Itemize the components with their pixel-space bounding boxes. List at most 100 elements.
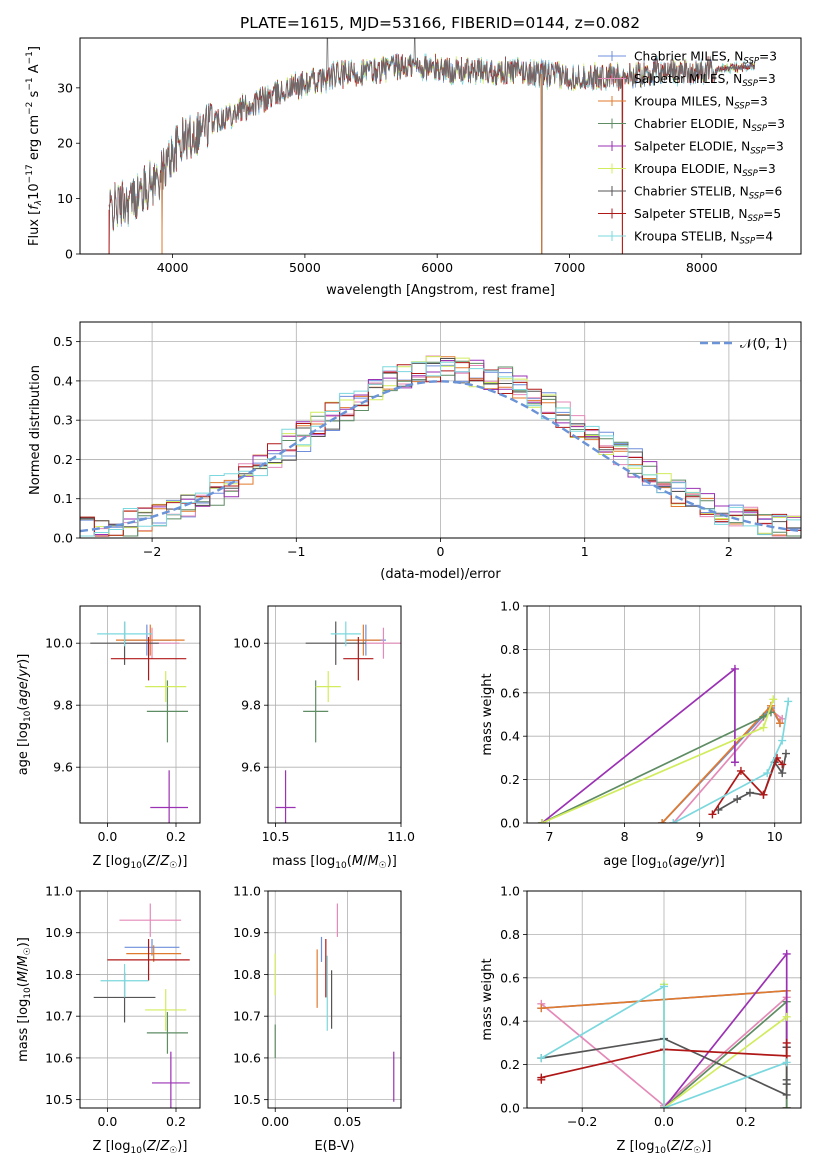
errorbar-point <box>107 938 190 981</box>
series-marker <box>660 982 668 991</box>
errorbar-point <box>146 680 188 743</box>
legend-entry: Kroupa ELODIE, NSSP=3 <box>634 162 776 179</box>
y-tick-label: 0.5 <box>53 334 73 349</box>
axes-layer: −0.2 0.0 0.2 0.0 0.2 0.4 0.6 0.8 1.0 Z [log10(Z/Z… <box>480 884 802 1156</box>
series-marker <box>759 712 768 721</box>
x-tick-label: −1 <box>287 544 305 559</box>
y-axis-label: mass weight <box>480 673 495 755</box>
series-marker <box>669 819 678 823</box>
legend-entry: Salpeter STELIB, NSSP=5 <box>634 207 781 224</box>
y-tick-label: 0.4 <box>500 1014 520 1029</box>
panel-massweight_vs_age: 7 8 9 10 0.0 0.2 0.4 0.6 0.8 1.0 age [log10(age/yr… <box>480 599 802 871</box>
y-tick-label: 0.1 <box>53 491 73 506</box>
y-tick-label: 0 <box>65 247 73 262</box>
y-tick-label: 10.6 <box>233 1050 261 1065</box>
plot-area <box>93 903 190 1108</box>
y-tick-label: 10.8 <box>45 967 73 982</box>
x-tick-label: −2 <box>143 544 161 559</box>
errorbar-point <box>152 1051 190 1108</box>
y-tick-label: 10.7 <box>45 1009 73 1024</box>
x-tick-label: 6000 <box>421 260 453 275</box>
x-tick-label: 7000 <box>554 260 586 275</box>
x-axis-label: wavelength [Angstrom, rest frame] <box>326 283 555 298</box>
y-tick-label: 10.7 <box>233 1009 261 1024</box>
legend-entry: Kroupa MILES, NSSP=3 <box>634 95 768 112</box>
series-marker <box>658 819 667 823</box>
series-marker <box>769 695 778 704</box>
plot-area <box>108 38 756 254</box>
axes-frame <box>526 605 802 824</box>
axes-frame <box>267 890 402 1109</box>
axes-layer: 0.0 0.2 9.6 9.8 10.0 Z [log10(Z/Z☉)] age [log1… <box>16 605 201 871</box>
errorbar-point <box>275 770 296 823</box>
plot-area <box>274 903 395 1102</box>
errorbar-point <box>145 671 187 703</box>
y-tick-label: 10.5 <box>233 1092 261 1107</box>
x-tick-label: 11.0 <box>387 829 415 844</box>
x-tick-label: 10 <box>767 829 783 844</box>
panel-massweight_vs_Z: −0.2 0.0 0.2 0.0 0.2 0.4 0.6 0.8 1.0 Z [log10(Z/Z… <box>480 884 802 1156</box>
errorbar-point <box>124 938 180 956</box>
y-axis-label: Flux [fλ10−17 erg cm−2 s−1 A−1] <box>25 46 44 246</box>
series-marker <box>733 795 742 804</box>
panel-age_vs_mass: 10.5 11.0 9.6 9.8 10.0 mass [log10(M/M☉)] <box>233 605 415 871</box>
errorbar-point <box>116 624 185 656</box>
axes-layer: 0.0 0.2 10.5 10.6 10.7 10.8 10.9 11.0 Z [log10(Z… <box>16 884 201 1156</box>
plot-area <box>90 621 188 823</box>
panel-residual_hist: −2 −1 0 1 2 0.0 0.1 0.2 0.3 0.4 0.5 𝒩(0, 1) (data-mo… <box>28 321 802 582</box>
series-marker <box>537 1004 546 1013</box>
y-tick-label: 9.6 <box>53 760 73 775</box>
axes-frame <box>79 605 201 824</box>
y-axis-label: mass weight <box>480 958 495 1040</box>
y-tick-label: 9.6 <box>241 760 261 775</box>
x-tick-label: 0.0 <box>97 829 117 844</box>
y-tick-label: 10 <box>57 191 73 206</box>
spectrum-data <box>108 38 756 254</box>
errorbar-point <box>150 770 188 823</box>
errorbar-point <box>100 964 149 998</box>
plot-area <box>275 621 401 823</box>
y-tick-label: 0.4 <box>500 729 520 744</box>
errorbar-point <box>305 621 366 665</box>
x-tick-label: 0.00 <box>261 1114 289 1129</box>
series-marker <box>763 769 772 778</box>
series-marker <box>537 1073 546 1082</box>
figure-title: PLATE=1615, MJD=53166, FIBERID=0144, z=0… <box>240 14 640 32</box>
x-tick-label: 10.5 <box>262 829 290 844</box>
y-tick-label: 0.6 <box>500 685 520 700</box>
errorbar-point <box>126 945 182 962</box>
errorbar-point <box>110 637 187 681</box>
series-marker <box>782 1075 791 1084</box>
x-tick-label: 0.2 <box>166 1114 186 1129</box>
x-tick-label: 0 <box>437 544 445 559</box>
panel-mass_vs_ebv: 0.00 0.05 10.5 10.6 10.7 10.8 10.9 11.0 E(B-V) <box>233 884 402 1154</box>
series-marker <box>782 949 791 958</box>
y-axis-label: mass [log10(M/M☉)] <box>16 937 33 1062</box>
errorbar-point <box>315 671 341 703</box>
y-tick-label: 0.0 <box>500 816 520 831</box>
series-marker <box>778 769 787 778</box>
series-marker <box>782 1058 791 1067</box>
y-tick-label: 10.9 <box>233 925 261 940</box>
x-axis-label: Z [log10(Z/Z☉)] <box>93 1139 188 1156</box>
legend-entry: Chabrier MILES, NSSP=3 <box>634 50 777 67</box>
series-marker <box>782 1038 791 1047</box>
x-axis-label: (data-model)/error <box>380 567 501 582</box>
series-marker <box>782 1104 791 1108</box>
series-marker <box>781 749 790 758</box>
y-axis-label: Normed distribution <box>28 365 43 495</box>
legend-entry: 𝒩(0, 1) <box>740 337 787 352</box>
x-axis-label: Z [log10(Z/Z☉)] <box>617 1139 712 1156</box>
errorbar-point <box>303 680 329 743</box>
errorbar-point <box>145 989 187 1031</box>
axes-layer: 4000 5000 6000 7000 8000 0 10 20 30 Chabrier MILE… <box>25 37 802 298</box>
x-tick-label: 9 <box>696 829 704 844</box>
y-tick-label: 10.6 <box>45 1050 73 1065</box>
series-marker <box>759 790 768 799</box>
legend-entry: Chabrier ELODIE, NSSP=3 <box>634 117 785 134</box>
legend-entry: Chabrier STELIB, NSSP=6 <box>634 185 782 202</box>
errorbar-point <box>343 637 374 681</box>
x-tick-label: 4000 <box>157 260 189 275</box>
series-marker <box>775 719 784 728</box>
